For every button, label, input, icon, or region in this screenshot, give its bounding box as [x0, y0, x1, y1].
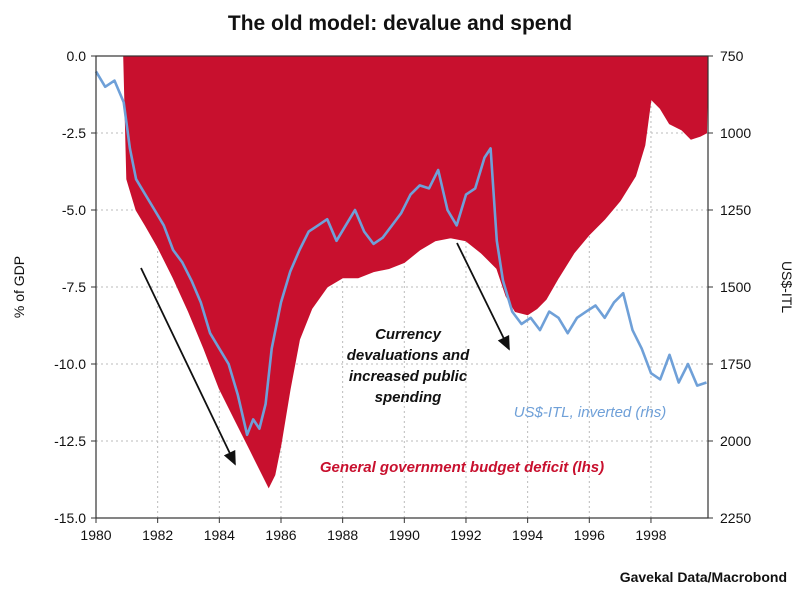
left-tick-label: -5.0: [62, 202, 86, 218]
itl-line-series: [94, 70, 707, 437]
itl-line: [94, 70, 707, 437]
x-tick-label: 1984: [204, 527, 235, 543]
x-tick-label: 1988: [327, 527, 358, 543]
left-tick-label: -2.5: [62, 125, 86, 141]
right-axis-label: US$-ITL: [779, 261, 795, 313]
right-y-axis: 750 1000 1250 1500 1750 2000 2250: [708, 48, 751, 526]
arrow-1992: [456, 242, 510, 351]
x-tick-label: 1982: [142, 527, 173, 543]
arrow-1980s: [140, 267, 236, 466]
svg-text:increased public: increased public: [349, 368, 468, 385]
x-tick-label: 1986: [265, 527, 296, 543]
left-tick-label: 0.0: [67, 48, 87, 64]
right-tick-label: 2000: [720, 433, 751, 449]
right-tick-label: 1500: [720, 279, 751, 295]
x-tick-label: 1990: [389, 527, 420, 543]
source-credit: Gavekal Data/Macrobond: [620, 569, 787, 585]
right-tick-label: 1250: [720, 202, 751, 218]
left-tick-label: -12.5: [54, 433, 86, 449]
right-tick-label: 1750: [720, 356, 751, 372]
svg-text:Currency: Currency: [375, 326, 442, 343]
annotation-itl: US$-ITL, inverted (rhs): [514, 404, 667, 421]
left-tick-label: -7.5: [62, 279, 86, 295]
annotation-deficit: General government budget deficit (lhs): [320, 459, 604, 476]
x-tick-label: 1998: [635, 527, 666, 543]
left-y-axis: 0.0 -2.5 -5.0 -7.5 -10.0 -12.5 -15.0: [54, 48, 96, 526]
svg-text:spending: spending: [375, 389, 442, 406]
x-tick-label: 1992: [450, 527, 481, 543]
x-tick-label: 1994: [512, 527, 543, 543]
right-tick-label: 2250: [720, 510, 751, 526]
deficit-area-series: [123, 55, 709, 489]
deficit-area: [123, 55, 709, 489]
right-tick-label: 1000: [720, 125, 751, 141]
x-tick-label: 1996: [574, 527, 605, 543]
left-tick-label: -15.0: [54, 510, 86, 526]
svg-text:devaluations and: devaluations and: [347, 347, 470, 364]
right-tick-label: 750: [720, 48, 744, 64]
annotation-arrows: [140, 242, 510, 466]
left-axis-label: % of GDP: [11, 256, 27, 318]
x-axis: 1980 1982 1984 1986 1988 1990 1992 1994 1996 1998: [80, 518, 667, 543]
annotation-currency: Currency devaluations and increased publ…: [347, 326, 470, 406]
chart-title: The old model: devalue and spend: [228, 12, 572, 35]
left-tick-label: -10.0: [54, 356, 86, 372]
x-tick-label: 1980: [80, 527, 111, 543]
